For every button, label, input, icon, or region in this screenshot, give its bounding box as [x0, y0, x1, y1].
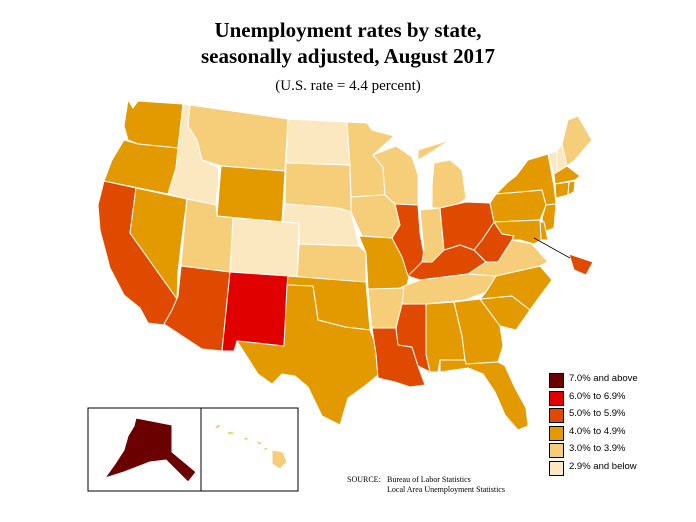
state-FL: [439, 359, 529, 431]
legend-label: 7.0% and above: [569, 373, 638, 384]
state-ND: [285, 118, 351, 166]
state-AK: [104, 417, 197, 483]
legend-label: 3.0% to 3.9%: [569, 443, 626, 454]
state-DC: [568, 253, 594, 276]
legend-swatch: [549, 443, 564, 458]
state-PA: [489, 189, 547, 223]
state-NM: [221, 271, 289, 352]
state-CT: [554, 181, 570, 199]
state-MA: [553, 165, 581, 185]
state-WY: [216, 165, 286, 223]
state-WA: [123, 99, 184, 149]
dc-callout-line: [533, 237, 571, 259]
map-title-line-2: seasonally adjusted, August 2017: [200, 44, 496, 68]
legend-label: 4.0% to 4.9%: [569, 425, 626, 437]
state-TX: [236, 284, 379, 426]
state-NJ: [541, 203, 557, 233]
source-note: SOURCE: Bureau of Labor Statistics Local …: [347, 475, 505, 495]
map-subtitle: (U.S. rate = 4.4 percent): [275, 78, 421, 94]
legend-label: 2.9% and below: [569, 460, 637, 472]
state-HI: [214, 423, 288, 470]
state-ME: [561, 115, 593, 167]
legend-swatch: [549, 373, 564, 388]
state-OH: [439, 201, 495, 251]
state-RI: [567, 180, 576, 196]
source-line-1: Bureau of Labor Statistics: [387, 475, 471, 484]
legend-swatch: [549, 390, 564, 406]
map-title-line-1: Unemployment rates by state,: [214, 18, 482, 42]
legend-label: 5.0% to 5.9%: [569, 408, 626, 419]
state-MD: [493, 219, 542, 245]
legend-label: 6.0% to 6.9%: [569, 390, 626, 402]
state-CO: [229, 217, 300, 280]
source-line-2: Local Area Unemployment Statistics: [387, 485, 505, 494]
inset-frame: [87, 407, 299, 492]
legend-swatch: [549, 460, 564, 476]
state-MI: [417, 139, 467, 209]
legend-swatch: [549, 425, 564, 441]
legend-swatch: [549, 408, 564, 423]
state-NY: [495, 153, 557, 206]
source-label: SOURCE:: [347, 475, 381, 484]
